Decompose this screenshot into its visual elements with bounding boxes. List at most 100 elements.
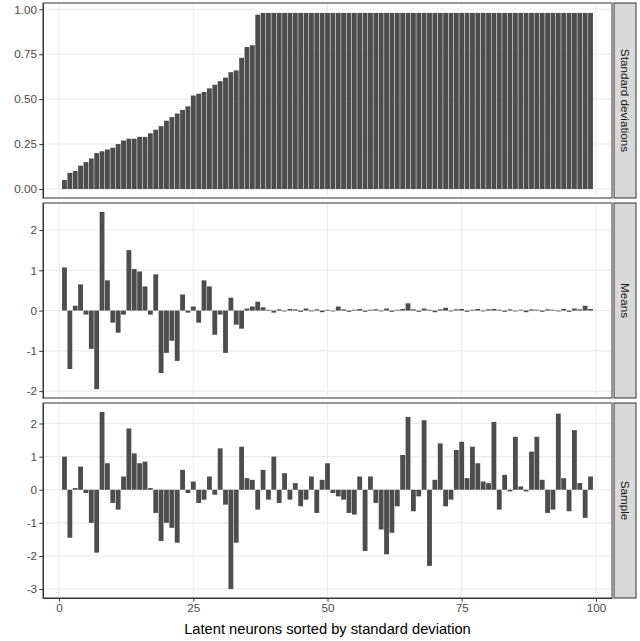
bars: [62, 13, 593, 189]
bar: [524, 311, 529, 313]
bar: [159, 490, 164, 541]
bar: [545, 309, 550, 310]
bar: [373, 490, 378, 503]
tick-mark: [39, 9, 43, 10]
bar: [422, 309, 427, 311]
grid-line: [327, 203, 328, 398]
bar: [62, 267, 67, 310]
bar: [298, 311, 303, 312]
bar: [180, 110, 185, 189]
bar: [384, 13, 389, 189]
tick: 2: [31, 223, 43, 236]
tick-label: 1: [31, 450, 38, 463]
tick-label: 1.00: [14, 3, 37, 16]
tick-label: -2: [27, 384, 37, 397]
tick: 0: [56, 598, 63, 614]
bar: [78, 166, 83, 189]
grid-line: [59, 203, 60, 398]
bar: [406, 13, 411, 189]
bar: [126, 250, 131, 310]
bar: [148, 311, 153, 315]
facet-label: Means: [619, 283, 632, 318]
tick-label: 1: [31, 264, 38, 277]
bars: [62, 412, 593, 589]
tick-mark: [39, 523, 43, 524]
bar: [556, 414, 561, 490]
bar: [212, 85, 217, 189]
bar: [508, 490, 513, 492]
bar: [336, 307, 341, 311]
bar: [320, 480, 325, 490]
bar: [347, 311, 352, 312]
bar: [309, 310, 314, 312]
bar: [234, 70, 239, 189]
bar: [373, 309, 378, 310]
tick: 1: [31, 264, 43, 277]
bar: [502, 475, 507, 490]
bar: [223, 311, 228, 353]
tick: 0.50: [14, 92, 43, 105]
bar: [94, 153, 99, 189]
bar: [529, 452, 534, 490]
bar: [304, 13, 309, 189]
bar: [416, 490, 421, 497]
bar: [497, 13, 502, 189]
bar: [577, 309, 582, 310]
bar: [347, 13, 352, 189]
bar: [73, 306, 78, 311]
bar: [67, 173, 72, 189]
bar: [245, 47, 250, 189]
bar: [395, 309, 400, 311]
bar: [389, 13, 394, 189]
bar: [481, 13, 486, 189]
tick: 2: [31, 417, 43, 430]
tick: -2: [27, 549, 43, 562]
tick-mark: [39, 556, 43, 557]
bar: [513, 310, 518, 312]
bar: [363, 490, 368, 551]
bar: [389, 311, 394, 312]
bar: [282, 310, 287, 312]
bar: [497, 490, 502, 510]
bar: [84, 490, 89, 493]
bar: [202, 92, 207, 189]
bar: [169, 311, 174, 341]
facet-label: Sample: [619, 481, 632, 521]
bar: [534, 13, 539, 189]
bar: [223, 78, 228, 189]
bar: [368, 476, 373, 489]
bar: [191, 307, 196, 311]
tick-mark: [39, 424, 43, 425]
bar: [341, 490, 346, 500]
bar: [202, 490, 207, 500]
tick-mark: [39, 490, 43, 491]
tick-mark: [39, 99, 43, 100]
grid-line: [461, 403, 462, 598]
bar: [186, 490, 191, 493]
bar: [357, 476, 362, 489]
tick: -3: [27, 582, 43, 595]
bar: [288, 13, 293, 189]
tick-mark: [39, 54, 43, 55]
bar: [567, 13, 572, 189]
bar: [143, 462, 148, 490]
tick: -1: [27, 516, 43, 529]
bar: [84, 311, 89, 315]
bar: [572, 309, 577, 311]
tick-label: 0: [31, 304, 38, 317]
bar: [454, 13, 459, 189]
tick-mark: [39, 230, 43, 231]
bar: [357, 13, 362, 189]
y-axis: 0.000.250.500.751.00: [14, 3, 43, 199]
bar: [465, 13, 470, 189]
bar: [416, 311, 421, 312]
bar: [148, 133, 153, 189]
bar: [465, 478, 470, 490]
bar: [207, 476, 212, 489]
bar: [588, 476, 593, 489]
bar: [540, 480, 545, 490]
facet-strip: [614, 3, 636, 198]
bar: [491, 422, 496, 490]
bar: [432, 311, 437, 313]
bar: [271, 457, 276, 490]
